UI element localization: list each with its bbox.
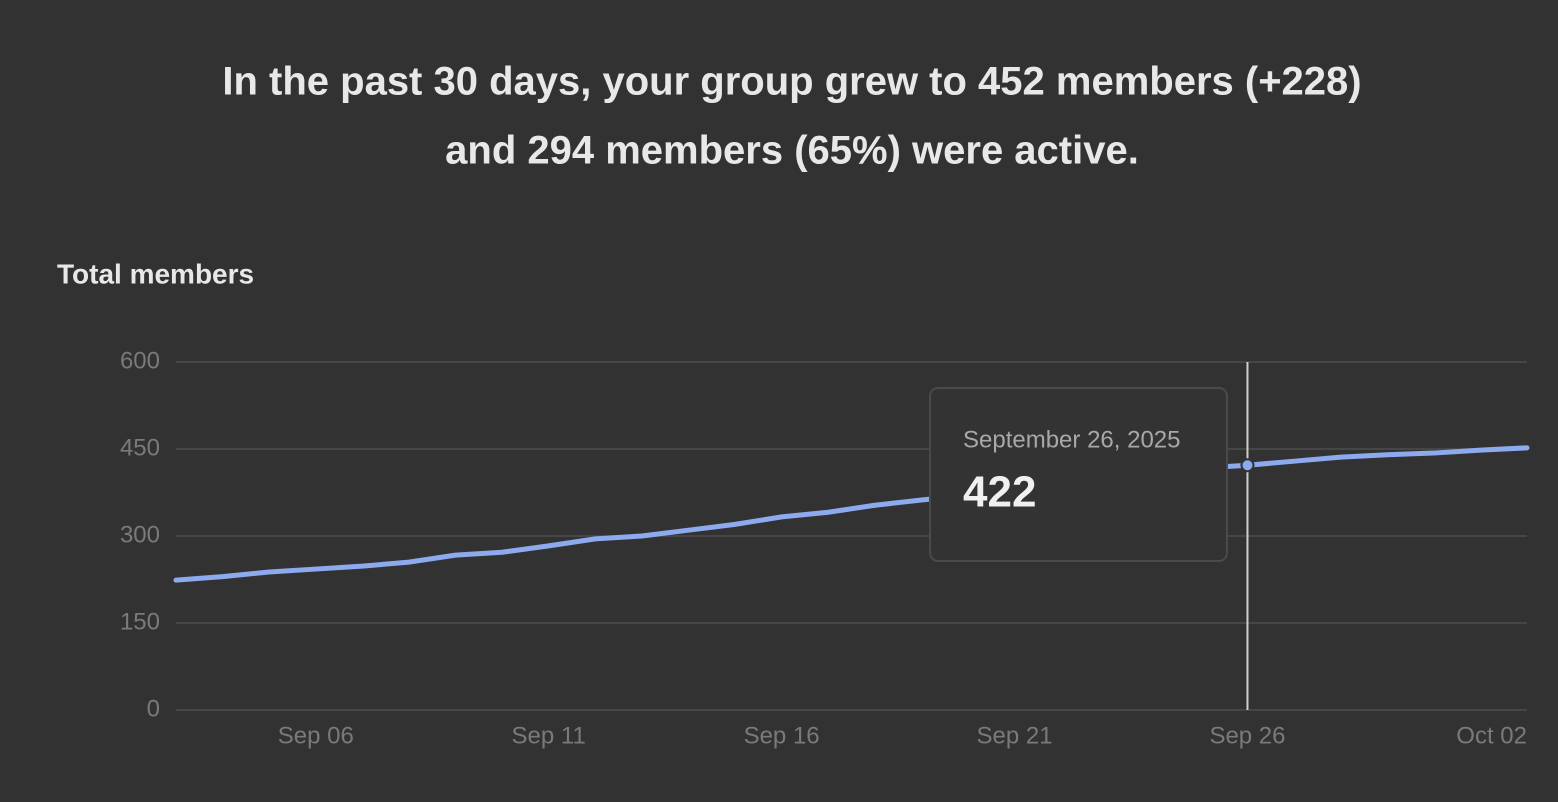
x-tick-label: Oct 02 [1456,722,1527,749]
x-tick-label: Sep 11 [512,722,586,749]
tooltip [929,387,1228,562]
hover-point [1240,458,1255,473]
y-tick-label: 600 [120,347,160,374]
tooltip-date: September 26, 2025 [963,426,1181,453]
tooltip-value: 422 [963,468,1036,517]
x-tick-label: Sep 06 [278,722,354,749]
y-tick-label: 450 [120,434,160,461]
headline: and 294 members (65%) were active. [445,129,1139,173]
chart-title: Total members [57,258,254,289]
x-tick-label: Sep 16 [744,722,820,749]
headline: In the past 30 days, your group grew to … [222,60,1361,104]
x-tick-label: Sep 26 [1209,722,1285,749]
y-tick-label: 150 [120,608,160,635]
y-tick-label: 300 [120,521,160,548]
x-tick-label: Sep 21 [977,722,1053,749]
line [173,445,1530,583]
y-tick-label: 0 [147,695,160,722]
plot: 0 150 300 450 600 Sep 06 Sep 11 Sep 16 Sep 21 Sep… [120,347,1530,749]
